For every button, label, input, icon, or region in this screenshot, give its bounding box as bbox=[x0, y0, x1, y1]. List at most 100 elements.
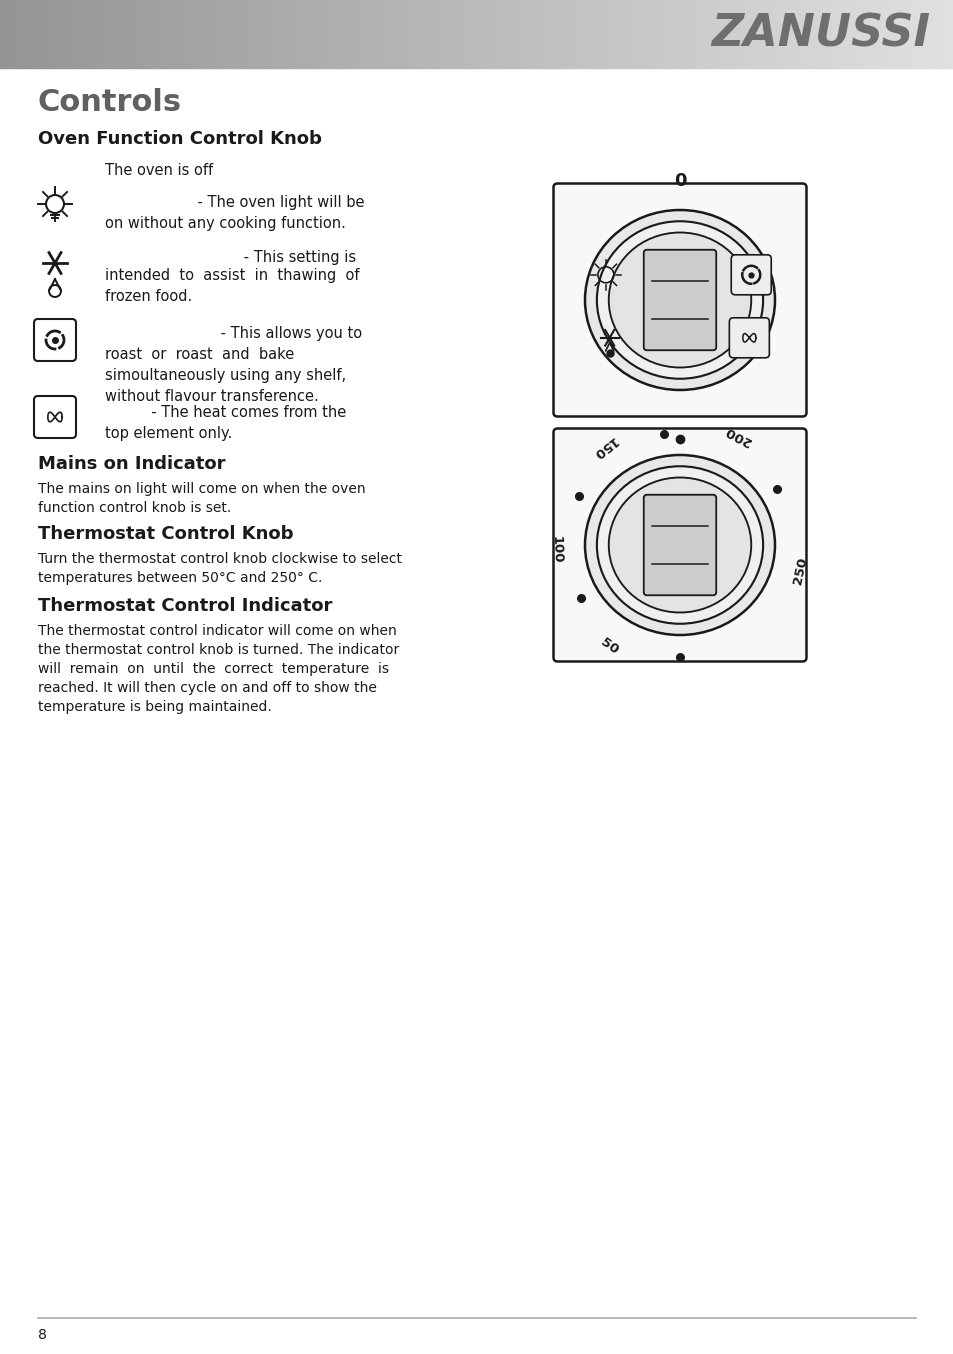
Bar bbox=[500, 0, 503, 68]
Bar bbox=[173, 0, 177, 68]
Bar bbox=[110, 0, 112, 68]
Bar bbox=[43, 0, 46, 68]
Bar bbox=[475, 0, 477, 68]
Bar bbox=[276, 0, 279, 68]
Bar bbox=[50, 0, 53, 68]
Bar bbox=[717, 0, 720, 68]
Bar bbox=[486, 0, 489, 68]
Bar bbox=[788, 0, 792, 68]
Bar bbox=[131, 0, 134, 68]
Bar bbox=[612, 0, 616, 68]
Bar bbox=[81, 0, 84, 68]
Bar bbox=[850, 0, 854, 68]
Bar bbox=[860, 0, 863, 68]
Bar bbox=[431, 0, 435, 68]
Bar bbox=[338, 0, 341, 68]
Bar bbox=[920, 0, 923, 68]
Bar bbox=[353, 0, 355, 68]
Bar bbox=[254, 0, 258, 68]
Bar bbox=[416, 0, 420, 68]
Bar bbox=[202, 0, 206, 68]
Bar bbox=[364, 0, 368, 68]
Bar bbox=[229, 0, 232, 68]
Text: Thermostat Control Indicator: Thermostat Control Indicator bbox=[38, 597, 332, 615]
Bar bbox=[14, 0, 17, 68]
Bar bbox=[415, 0, 417, 68]
Bar bbox=[783, 0, 787, 68]
Bar bbox=[30, 0, 34, 68]
Bar bbox=[226, 0, 230, 68]
Bar bbox=[715, 0, 718, 68]
Bar bbox=[512, 0, 516, 68]
Bar bbox=[669, 0, 673, 68]
Bar bbox=[924, 0, 927, 68]
Bar bbox=[491, 0, 494, 68]
Bar bbox=[640, 0, 644, 68]
Bar bbox=[283, 0, 287, 68]
Bar bbox=[148, 0, 151, 68]
Bar bbox=[198, 0, 201, 68]
Bar bbox=[636, 0, 639, 68]
Bar bbox=[886, 0, 889, 68]
Bar bbox=[424, 0, 427, 68]
Bar bbox=[586, 0, 589, 68]
Bar bbox=[524, 0, 527, 68]
Bar bbox=[760, 0, 763, 68]
Text: 100: 100 bbox=[549, 535, 563, 563]
Bar bbox=[867, 0, 870, 68]
Bar bbox=[720, 0, 722, 68]
Bar bbox=[421, 0, 425, 68]
Bar bbox=[902, 0, 906, 68]
Bar bbox=[729, 0, 732, 68]
Bar bbox=[540, 0, 544, 68]
Bar bbox=[10, 0, 12, 68]
Bar bbox=[712, 0, 716, 68]
Bar bbox=[95, 0, 98, 68]
Bar bbox=[26, 0, 30, 68]
Bar bbox=[734, 0, 737, 68]
Text: Mains on Indicator: Mains on Indicator bbox=[38, 455, 225, 473]
Bar bbox=[686, 0, 689, 68]
Bar bbox=[135, 0, 139, 68]
Bar bbox=[496, 0, 498, 68]
Bar bbox=[515, 0, 517, 68]
Bar bbox=[913, 0, 916, 68]
Bar bbox=[879, 0, 882, 68]
Bar bbox=[843, 0, 846, 68]
Bar bbox=[598, 0, 601, 68]
Bar bbox=[329, 0, 332, 68]
Bar bbox=[781, 0, 784, 68]
Bar bbox=[219, 0, 222, 68]
Bar bbox=[335, 0, 339, 68]
Bar bbox=[505, 0, 508, 68]
Bar bbox=[92, 0, 96, 68]
Bar bbox=[29, 0, 31, 68]
Bar bbox=[214, 0, 217, 68]
Bar bbox=[793, 0, 797, 68]
Bar bbox=[281, 0, 284, 68]
Bar bbox=[21, 0, 25, 68]
Bar bbox=[596, 0, 598, 68]
Ellipse shape bbox=[584, 455, 774, 635]
Bar bbox=[64, 0, 68, 68]
Bar bbox=[178, 0, 182, 68]
Bar bbox=[191, 0, 193, 68]
Text: - The heat comes from the
top element only.: - The heat comes from the top element on… bbox=[105, 405, 346, 441]
Text: intended  to  assist  in  thawing  of
frozen food.: intended to assist in thawing of frozen … bbox=[105, 268, 359, 305]
Bar bbox=[150, 0, 153, 68]
Bar bbox=[777, 0, 780, 68]
Bar bbox=[605, 0, 608, 68]
FancyBboxPatch shape bbox=[553, 184, 805, 417]
Bar bbox=[522, 0, 525, 68]
Bar bbox=[741, 0, 744, 68]
Bar bbox=[362, 0, 365, 68]
Bar bbox=[434, 0, 436, 68]
Bar bbox=[567, 0, 570, 68]
Bar bbox=[488, 0, 492, 68]
Bar bbox=[907, 0, 911, 68]
Bar bbox=[443, 0, 446, 68]
Bar bbox=[564, 0, 568, 68]
Bar bbox=[145, 0, 149, 68]
Bar bbox=[545, 0, 549, 68]
Bar bbox=[772, 0, 775, 68]
